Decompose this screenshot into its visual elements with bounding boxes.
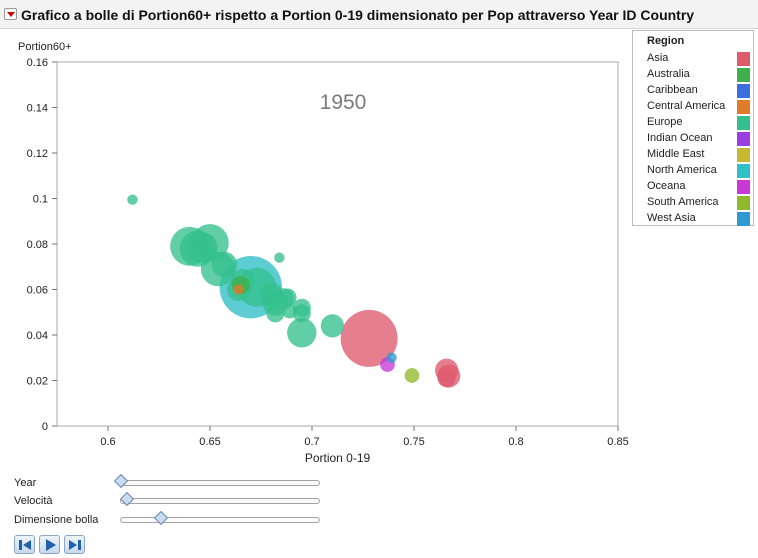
legend-label: Asia [647, 52, 669, 64]
year-label: Year [14, 477, 37, 489]
bubble [211, 251, 238, 278]
step-back-button[interactable] [14, 535, 35, 554]
year-slider[interactable] [113, 473, 320, 489]
legend-swatch [737, 180, 750, 194]
bubble [340, 309, 398, 367]
speed-slider[interactable] [119, 491, 320, 507]
legend-label: Caribbean [647, 84, 698, 96]
bubble [287, 318, 317, 348]
legend: Region Asia Australia Caribbean Central Ame… [632, 30, 754, 226]
bubble [386, 352, 397, 363]
bubble [320, 314, 345, 338]
x-tick-label: 0.7 [304, 436, 319, 448]
legend-label: West Asia [647, 212, 696, 224]
y-tick-label: 0.08 [27, 239, 48, 251]
legend-label: Europe [647, 116, 683, 128]
legend-item[interactable]: Oceana [633, 179, 753, 195]
legend-label: Oceana [647, 180, 686, 192]
legend-label: North America [647, 164, 717, 176]
x-axis-label: Portion 0-19 [305, 451, 371, 465]
legend-item[interactable]: Europe [633, 115, 753, 131]
legend-item[interactable]: Central America [633, 99, 753, 115]
bubble-size-slider[interactable] [120, 510, 320, 526]
x-tick-label: 0.85 [607, 436, 628, 448]
bubble-size-label: Dimensione bolla [14, 514, 99, 526]
year-frame-label: 1950 [320, 91, 367, 114]
legend-item[interactable]: Indian Ocean [633, 131, 753, 147]
bubble-size-slider-thumb[interactable] [153, 510, 168, 526]
legend-swatch [737, 84, 750, 98]
legend-swatch [737, 116, 750, 130]
y-tick-label: 0.16 [27, 57, 48, 69]
bubble [278, 288, 297, 307]
bubble [292, 304, 311, 323]
y-tick-label: 0.12 [27, 148, 48, 160]
legend-label: Central America [647, 100, 726, 112]
legend-swatch [737, 148, 750, 162]
y-tick-label: 0 [42, 421, 48, 433]
x-tick-label: 0.65 [199, 436, 220, 448]
red-triangle-menu-icon[interactable] [4, 8, 17, 20]
y-tick-label: 0.1 [33, 194, 48, 206]
y-tick-label: 0.06 [27, 285, 48, 297]
plot-frame [56, 61, 619, 427]
legend-swatch [737, 100, 750, 114]
play-button[interactable] [39, 535, 60, 554]
legend-label: Middle East [647, 148, 705, 160]
y-tick-label: 0.04 [27, 330, 48, 342]
bubble [233, 284, 244, 295]
y-axis-label: Portion60+ [18, 41, 72, 53]
bubble-plot: 0.6 0.65 0.7 0.75 0.8 0.85 0 0.02 0.04 0.06 0.08 0.… [18, 41, 629, 465]
legend-swatch [737, 132, 750, 146]
y-tick-label: 0.14 [27, 103, 48, 115]
title-bar: Grafico a bolle di Portion60+ rispetto a… [0, 0, 758, 29]
bubble [404, 368, 420, 383]
step-back-icon [19, 540, 31, 550]
legend-swatch [737, 68, 750, 82]
bubble [186, 231, 218, 264]
legend-swatch [737, 212, 750, 226]
bubble [266, 304, 285, 323]
speed-label: Velocità [14, 495, 53, 507]
legend-title: Region [647, 35, 685, 47]
legend-label: Indian Ocean [647, 132, 713, 144]
x-tick-label: 0.6 [100, 436, 115, 448]
bubble [127, 194, 138, 205]
legend-item[interactable]: Middle East [633, 147, 753, 163]
legend-item[interactable]: Australia [633, 67, 753, 83]
speed-slider-thumb[interactable] [119, 491, 135, 507]
legend-item[interactable]: Asia [633, 51, 753, 67]
x-tick-label: 0.8 [508, 436, 523, 448]
step-forward-button[interactable] [64, 535, 85, 554]
y-tick-label: 0.02 [27, 376, 48, 388]
play-icon [46, 539, 56, 551]
legend-item[interactable]: South America [633, 195, 753, 211]
legend-swatch [737, 52, 750, 66]
step-forward-icon [69, 540, 81, 550]
legend-item[interactable]: West Asia [633, 211, 753, 227]
chart-title: Grafico a bolle di Portion60+ rispetto a… [21, 7, 695, 23]
legend-item[interactable]: Caribbean [633, 83, 753, 99]
x-tick-label: 0.75 [403, 436, 424, 448]
legend-swatch [737, 196, 750, 210]
legend-label: South America [647, 196, 719, 208]
bubble [282, 303, 297, 319]
legend-swatch [737, 164, 750, 178]
legend-item[interactable]: North America [633, 163, 753, 179]
bubble [437, 369, 456, 388]
legend-label: Australia [647, 68, 690, 80]
bubble [274, 252, 285, 263]
